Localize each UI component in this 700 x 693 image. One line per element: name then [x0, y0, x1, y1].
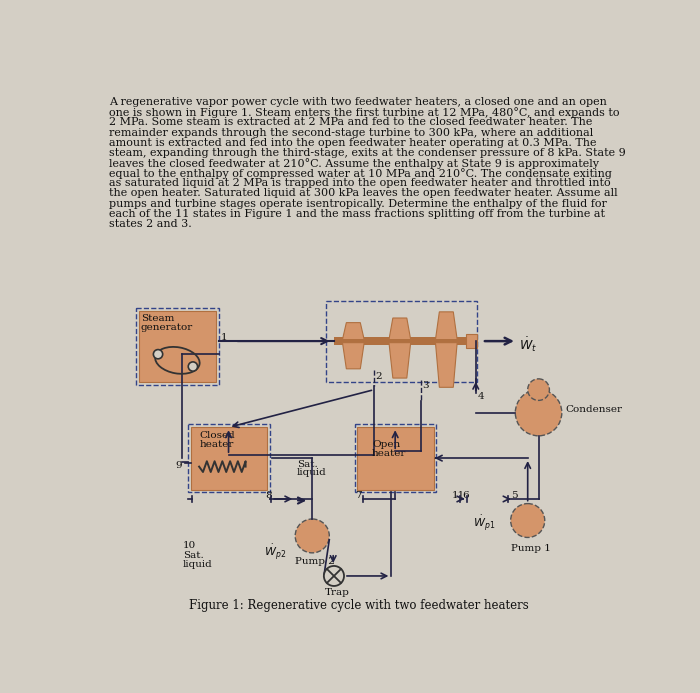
Polygon shape — [342, 323, 364, 340]
Text: 5: 5 — [511, 491, 517, 500]
Text: amount is extracted and fed into the open feedwater heater operating at 0.3 MPa.: amount is extracted and fed into the ope… — [109, 138, 596, 148]
Text: states 2 and 3.: states 2 and 3. — [109, 219, 192, 229]
Text: 9: 9 — [176, 462, 183, 471]
Bar — [188, 424, 270, 492]
Text: the open heater. Saturated liquid at 300 kPa leaves the open feedwater heater. A: the open heater. Saturated liquid at 300… — [109, 188, 618, 198]
Text: 2: 2 — [376, 372, 382, 381]
Polygon shape — [389, 342, 411, 378]
Text: heater: heater — [200, 441, 235, 450]
Text: Figure 1: Regenerative cycle with two feedwater heaters: Figure 1: Regenerative cycle with two fe… — [189, 599, 528, 612]
Bar — [334, 337, 470, 345]
Bar — [136, 308, 219, 385]
Circle shape — [515, 389, 562, 436]
Polygon shape — [435, 312, 457, 340]
Text: 7: 7 — [355, 491, 361, 500]
Text: each of the 11 states in Figure 1 and the mass fractions splitting off from the : each of the 11 states in Figure 1 and th… — [109, 209, 606, 219]
Text: remainder expands through the second-stage turbine to 300 kPa, where an addition: remainder expands through the second-sta… — [109, 128, 594, 137]
Text: 11: 11 — [452, 491, 465, 500]
Circle shape — [188, 362, 197, 371]
Text: 4: 4 — [477, 392, 484, 401]
Text: Steam: Steam — [141, 314, 174, 323]
Text: liquid: liquid — [183, 560, 213, 569]
Text: Trap: Trap — [325, 588, 349, 597]
Polygon shape — [435, 342, 457, 387]
Text: heater: heater — [372, 449, 406, 458]
Text: Sat.: Sat. — [183, 550, 204, 559]
Text: $\dot{W}_{p1}$: $\dot{W}_{p1}$ — [473, 513, 496, 532]
Polygon shape — [342, 342, 364, 369]
Text: 8: 8 — [265, 491, 272, 500]
Circle shape — [511, 504, 545, 538]
Bar — [190, 427, 267, 490]
Text: Closed: Closed — [200, 431, 236, 440]
Text: 10: 10 — [183, 541, 196, 550]
Text: 3: 3 — [422, 381, 429, 390]
Text: 2 MPa. Some steam is extracted at 2 MPa and fed to the closed feedwater heater. : 2 MPa. Some steam is extracted at 2 MPa … — [109, 117, 593, 128]
Bar — [326, 301, 477, 382]
Text: $\dot{W}_{p2}$: $\dot{W}_{p2}$ — [264, 542, 286, 562]
Circle shape — [153, 349, 162, 359]
Text: as saturated liquid at 2 MPa is trapped into the open feedwater heater and throt: as saturated liquid at 2 MPa is trapped … — [109, 178, 611, 188]
Text: equal to the enthalpy of compressed water at 10 MPa and 210°C. The condensate ex: equal to the enthalpy of compressed wate… — [109, 168, 612, 179]
Text: Pump 2: Pump 2 — [295, 557, 335, 566]
Text: Open: Open — [372, 439, 400, 448]
Bar — [139, 311, 216, 382]
Polygon shape — [389, 318, 411, 340]
Text: steam, expanding through the third-stage, exits at the condenser pressure of 8 k: steam, expanding through the third-stage… — [109, 148, 626, 158]
Text: A regenerative vapor power cycle with two feedwater heaters, a closed one and an: A regenerative vapor power cycle with tw… — [109, 97, 607, 107]
Text: 1: 1 — [220, 333, 228, 342]
Text: $\dot{W}_t$: $\dot{W}_t$ — [519, 335, 538, 354]
Text: liquid: liquid — [297, 468, 326, 477]
Bar — [357, 427, 434, 490]
Bar — [355, 424, 436, 492]
Text: Condenser: Condenser — [565, 405, 622, 414]
Text: one is shown in Figure 1. Steam enters the first turbine at 12 MPa, 480°C, and e: one is shown in Figure 1. Steam enters t… — [109, 107, 620, 118]
Circle shape — [528, 379, 550, 401]
Text: pumps and turbine stages operate isentropically. Determine the enthalpy of the f: pumps and turbine stages operate isentro… — [109, 199, 607, 209]
Text: 6: 6 — [463, 491, 469, 500]
Text: Pump 1: Pump 1 — [511, 543, 550, 552]
Bar — [466, 334, 477, 348]
Text: leaves the closed feedwater at 210°C. Assume the enthalpy at State 9 is approxim: leaves the closed feedwater at 210°C. As… — [109, 158, 599, 169]
Circle shape — [324, 566, 344, 586]
Text: Sat.: Sat. — [297, 459, 318, 468]
Circle shape — [295, 519, 329, 553]
Text: generator: generator — [141, 323, 193, 332]
